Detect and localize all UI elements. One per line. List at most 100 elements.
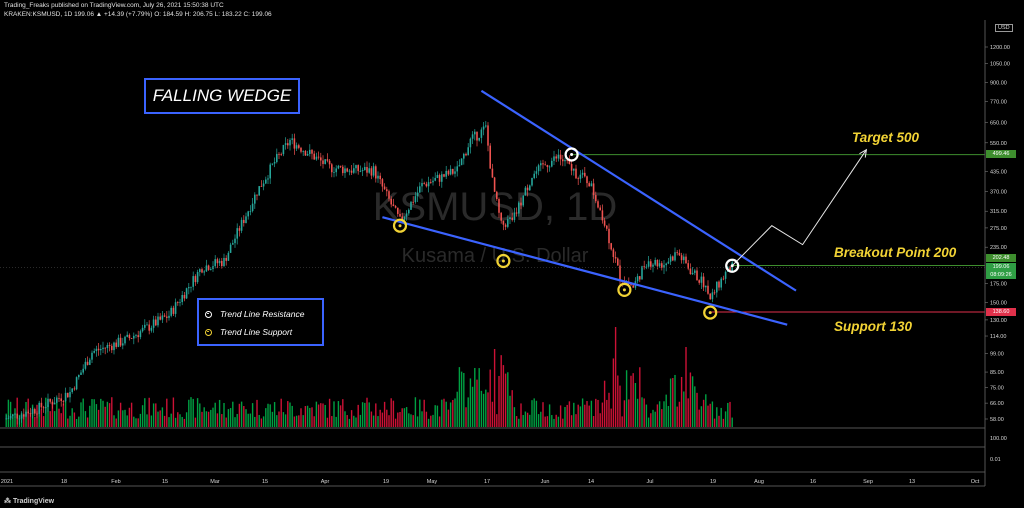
volume-bar	[617, 375, 619, 427]
level-lines	[0, 154, 985, 313]
candle-body	[584, 172, 586, 177]
candle-body	[18, 418, 21, 420]
candle-body	[372, 166, 375, 176]
candles	[5, 120, 733, 425]
volume-bar	[170, 413, 172, 427]
candle	[130, 337, 133, 339]
volume-bar	[531, 400, 533, 427]
volume-bar	[306, 405, 309, 427]
candle-body	[724, 271, 727, 279]
candle-body	[641, 266, 643, 280]
candle-body	[575, 168, 577, 179]
candle-body	[188, 287, 190, 289]
tv-icon: ⁂	[4, 498, 13, 505]
volume-bar	[84, 411, 87, 427]
x-tick-label: Oct	[971, 479, 980, 485]
lower-tick-label: 0.01	[990, 457, 1001, 463]
candle-body	[104, 347, 106, 349]
tradingview-logo[interactable]: ⁂ TradingView	[4, 498, 55, 505]
candle-body	[273, 162, 276, 164]
candle	[324, 159, 326, 165]
touch-ring	[617, 282, 632, 297]
candle-body	[650, 261, 652, 267]
candle	[467, 143, 469, 156]
candle	[205, 259, 208, 272]
candle	[383, 183, 386, 190]
candle	[449, 165, 452, 176]
candle-body	[111, 345, 113, 351]
resistance-touch-point	[725, 258, 740, 273]
candle	[667, 257, 670, 265]
candle-body	[456, 166, 458, 172]
candle	[414, 191, 417, 204]
candle	[489, 143, 491, 169]
volume-bar	[542, 402, 544, 427]
candle-body	[355, 165, 357, 169]
volume-bar	[69, 415, 71, 427]
candle-body	[141, 327, 144, 332]
support-touch-point	[617, 282, 632, 297]
volume-bar	[570, 415, 573, 427]
candle-body	[278, 153, 280, 155]
volume-bar	[287, 401, 289, 427]
candle	[91, 350, 93, 364]
currency-label[interactable]: USD	[995, 24, 1013, 32]
candle	[562, 155, 564, 167]
y-tick-label: 175.00	[990, 281, 1007, 287]
candle-body	[513, 212, 516, 220]
volume-bar	[513, 407, 516, 427]
candle	[232, 239, 234, 245]
candle	[432, 176, 434, 186]
candle	[546, 164, 549, 173]
volume-bar	[375, 403, 377, 427]
candle-body	[91, 352, 93, 360]
candle-body	[687, 263, 689, 269]
candle-body	[438, 175, 441, 182]
candle-body	[36, 413, 38, 415]
candle-body	[711, 292, 714, 300]
candle-body	[170, 307, 172, 316]
candle	[614, 251, 617, 263]
candle	[168, 310, 170, 321]
volume-bar	[599, 413, 601, 427]
volume-bar	[377, 416, 379, 427]
candle-body	[535, 171, 538, 174]
candle-body	[705, 285, 707, 288]
volume-bar	[667, 406, 670, 427]
candle	[236, 223, 238, 245]
candle-body	[579, 174, 582, 179]
candle-body	[339, 165, 342, 167]
candle	[643, 260, 645, 270]
candle	[445, 165, 447, 180]
candle	[320, 152, 322, 167]
candle-body	[595, 195, 597, 202]
candle-body	[139, 331, 142, 338]
candle-body	[526, 187, 529, 191]
candle-body	[53, 402, 56, 405]
volume-bar	[718, 415, 720, 427]
volume-bar	[592, 416, 595, 427]
candle-body	[713, 292, 716, 294]
volume-bar	[372, 415, 375, 427]
volume-bar	[639, 367, 641, 427]
candle	[317, 151, 320, 160]
volume-bar	[368, 402, 370, 427]
candle	[258, 186, 260, 196]
candle-body	[247, 211, 249, 217]
volume-bar	[403, 408, 406, 427]
candle	[718, 280, 720, 291]
candle	[199, 268, 201, 277]
candle-body	[454, 171, 456, 174]
candle-body	[166, 316, 168, 318]
candle	[515, 207, 518, 217]
candle	[579, 170, 582, 183]
candle	[720, 276, 722, 291]
volume-bar	[480, 390, 483, 427]
candle-body	[346, 168, 348, 172]
volume-bar	[16, 397, 18, 427]
candle	[357, 164, 359, 175]
volume-bar	[581, 398, 584, 427]
candle-body	[150, 327, 153, 331]
volume-bar	[229, 408, 232, 427]
candle-body	[632, 285, 634, 288]
